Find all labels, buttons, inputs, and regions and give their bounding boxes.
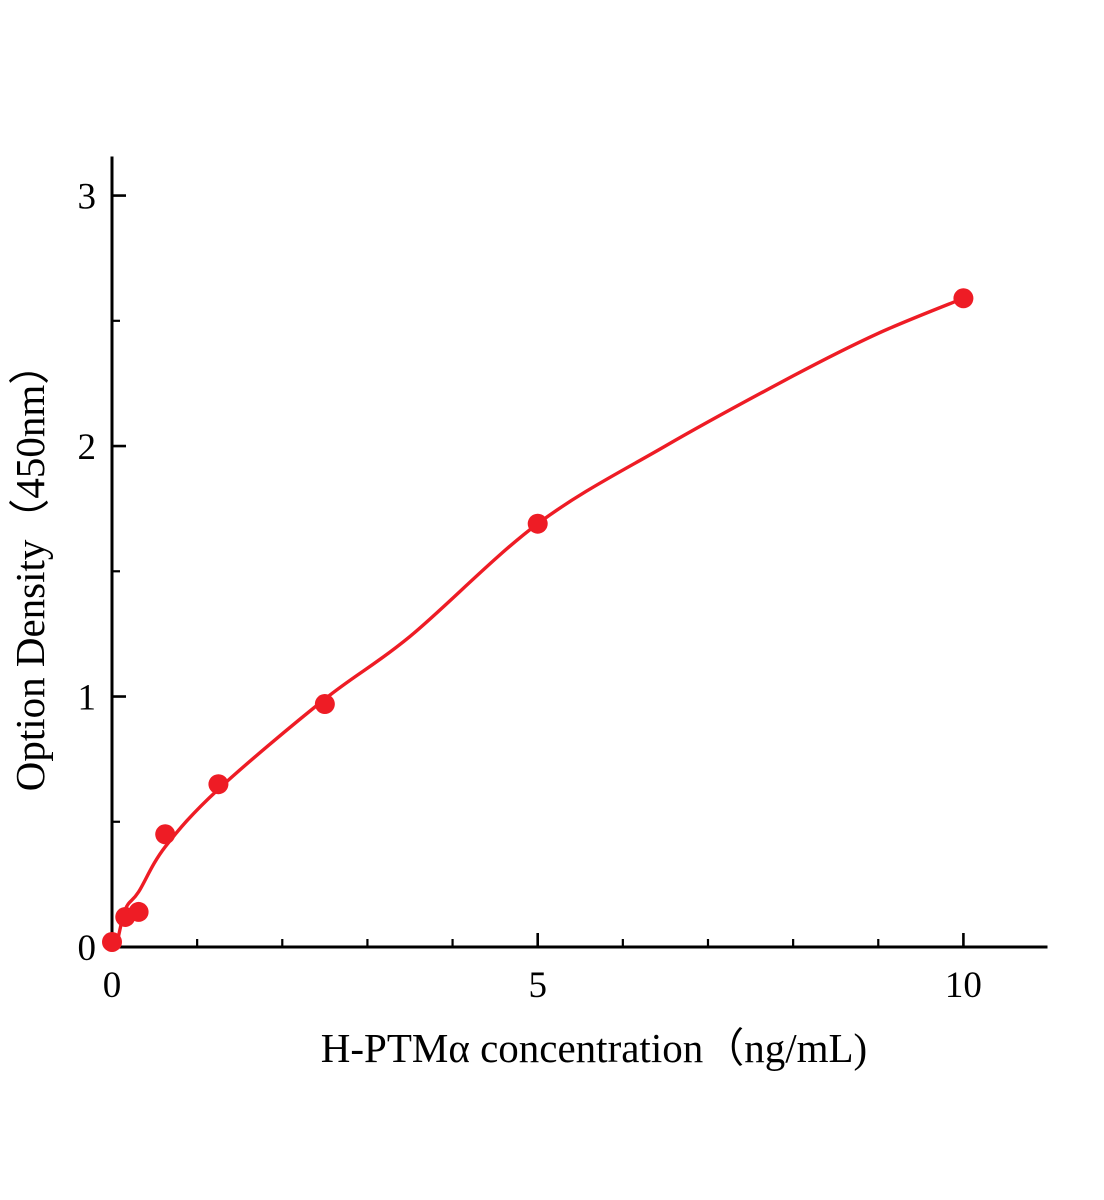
y-axis-label: Option Density（450nm）: [7, 344, 53, 792]
x-tick-label: 10: [945, 965, 982, 1006]
data-point-marker: [953, 288, 974, 309]
y-tick-label: 0: [78, 928, 97, 969]
data-point-marker: [102, 931, 122, 952]
data-point-marker: [314, 694, 335, 715]
y-tick-label: 1: [78, 678, 97, 719]
data-point-marker: [155, 824, 176, 845]
x-tick-label: 5: [528, 965, 547, 1006]
data-point-marker: [527, 513, 548, 534]
y-tick-label: 2: [78, 427, 97, 468]
x-tick-label: 0: [103, 965, 122, 1006]
data-point-marker: [208, 774, 229, 795]
y-tick-label: 3: [78, 177, 97, 218]
x-axis-label: H-PTMα concentration（ng/mL): [321, 1025, 867, 1071]
data-point-marker: [128, 901, 149, 922]
fit-curve-line: [114, 296, 966, 949]
